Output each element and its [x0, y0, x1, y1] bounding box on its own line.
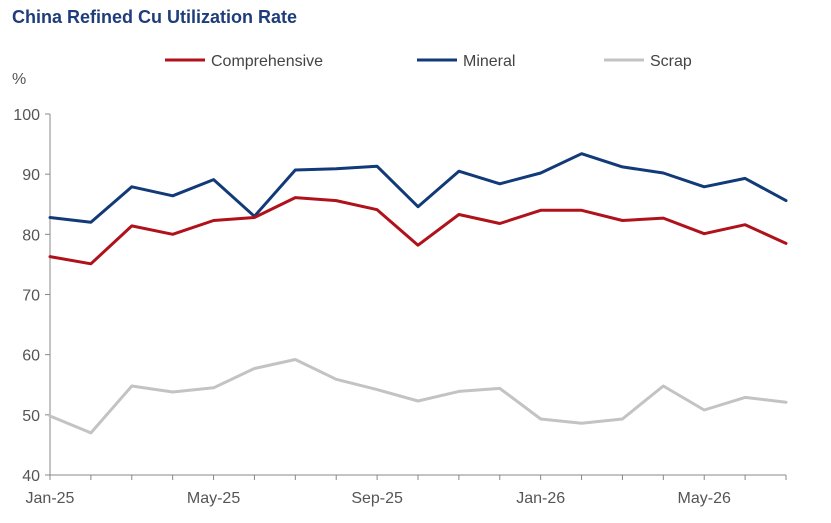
- y-tick-label: 70: [22, 288, 40, 305]
- legend-item-mineral: Mineral: [417, 53, 515, 70]
- x-tick-label: Sep-25: [351, 490, 403, 507]
- y-tick-label: 40: [22, 468, 40, 485]
- y-axis-unit-label: %: [12, 71, 26, 88]
- series-line-scrap: [48, 358, 788, 435]
- legend: Comprehensive Mineral Scrap: [165, 53, 692, 70]
- y-tick-label: 50: [22, 408, 40, 425]
- legend-item-scrap: Scrap: [604, 53, 692, 70]
- legend-item-comprehensive: Comprehensive: [165, 53, 323, 70]
- series-group: [48, 152, 788, 435]
- x-tick-label: May-25: [187, 490, 240, 507]
- x-tick-label: Jan-25: [26, 490, 75, 507]
- legend-label-comprehensive: Comprehensive: [211, 53, 323, 70]
- y-tick-label: 80: [22, 227, 40, 244]
- axes: 100 90 80 70 60 50 40 Jan-25 May-25 Sep-25 Jan-26 M…: [13, 107, 787, 507]
- legend-label-scrap: Scrap: [650, 53, 692, 70]
- series-line-comprehensive: [48, 196, 788, 266]
- series-line-mineral: [48, 152, 788, 224]
- y-tick-label: 90: [22, 167, 40, 184]
- chart-title: China Refined Cu Utilization Rate: [12, 7, 298, 27]
- legend-label-mineral: Mineral: [463, 53, 515, 70]
- x-tick-label: Jan-26: [516, 490, 565, 507]
- y-tick-label: 60: [22, 348, 40, 365]
- x-tick-label: May-26: [678, 490, 731, 507]
- y-tick-label: 100: [13, 107, 40, 124]
